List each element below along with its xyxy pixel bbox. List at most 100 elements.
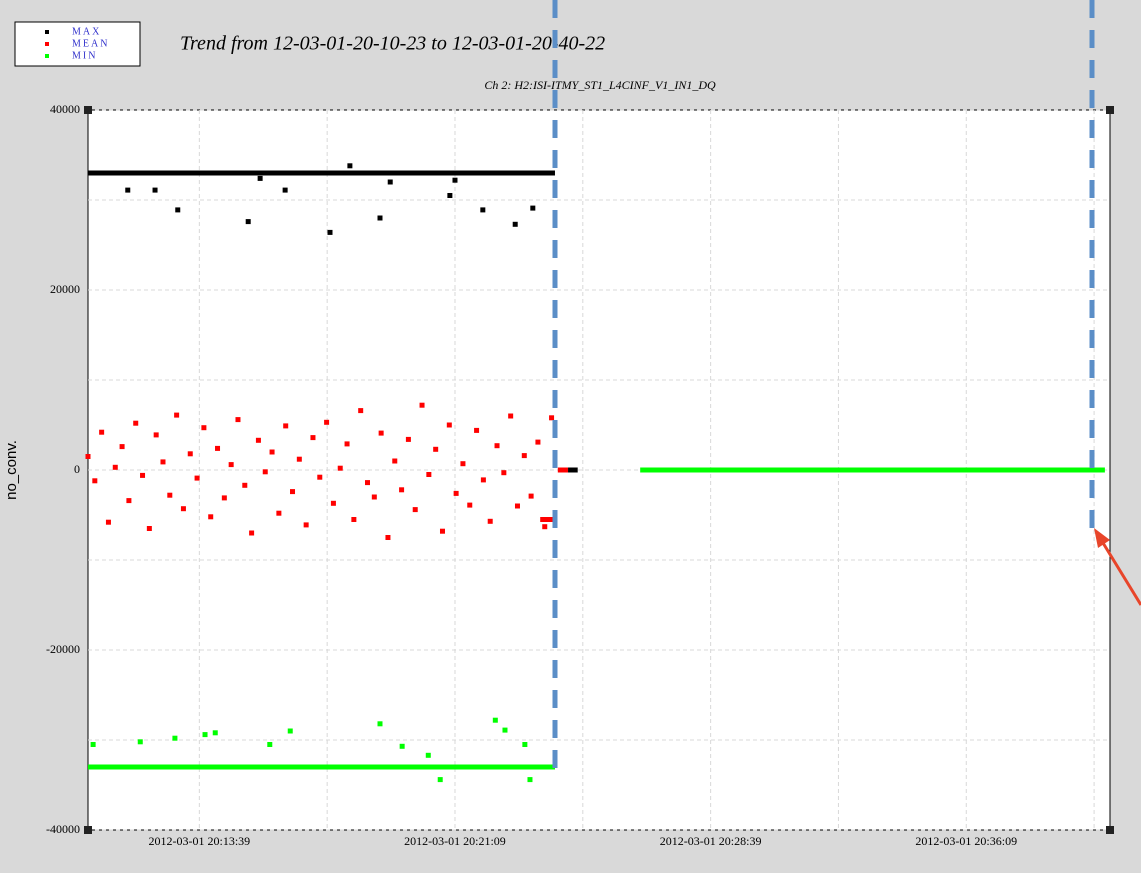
data-point: [99, 429, 105, 435]
chart-title: Trend from 12-03-01-20-10-23 to 12-03-01…: [180, 33, 605, 55]
data-point: [327, 229, 333, 235]
data-point: [153, 432, 159, 438]
data-point: [460, 461, 466, 467]
data-point: [290, 489, 296, 495]
data-point: [377, 215, 383, 221]
data-point: [310, 435, 316, 441]
y-tick-label: 0: [74, 462, 80, 476]
legend-box: [14, 21, 141, 67]
data-point: [172, 735, 178, 741]
data-point: [262, 469, 268, 475]
data-point: [337, 465, 343, 471]
y-tick-label: -40000: [46, 822, 80, 836]
data-point: [180, 506, 186, 512]
legend-swatch: [45, 54, 49, 58]
data-point: [467, 502, 473, 508]
data-point: [344, 441, 350, 447]
data-point: [221, 495, 227, 501]
data-point: [358, 408, 364, 414]
data-point: [502, 727, 508, 733]
data-point: [530, 205, 536, 211]
data-point: [282, 187, 288, 193]
data-point: [433, 446, 439, 452]
data-point: [174, 412, 180, 418]
x-tick-label: 2012-03-01 20:36:09: [915, 834, 1017, 848]
data-point: [446, 422, 452, 428]
data-point: [528, 493, 534, 499]
data-point: [245, 219, 251, 225]
data-point: [201, 425, 207, 431]
data-point: [387, 179, 393, 185]
legend-swatch: [45, 30, 49, 34]
data-point: [521, 453, 527, 459]
data-point: [494, 443, 500, 449]
data-point: [257, 175, 263, 181]
data-point: [542, 524, 548, 530]
data-point: [549, 415, 555, 421]
legend-label: MEAN: [72, 38, 109, 49]
data-point: [405, 436, 411, 442]
marks: [85, 163, 1105, 783]
data-point: [249, 530, 255, 536]
data-point: [371, 494, 377, 500]
corner-handle: [1106, 826, 1114, 834]
data-point: [378, 430, 384, 436]
data-point: [480, 207, 486, 213]
data-point: [439, 528, 445, 534]
data-point: [133, 420, 139, 426]
data-point: [392, 458, 398, 464]
data-point: [167, 492, 173, 498]
data-point: [385, 535, 391, 540]
data-point: [126, 498, 132, 504]
data-point: [535, 439, 541, 445]
data-point: [105, 519, 111, 525]
data-point: [187, 451, 193, 457]
x-tick-label: 2012-03-01 20:13:39: [149, 834, 251, 848]
data-point: [119, 444, 125, 450]
data-point: [215, 445, 221, 451]
data-point: [399, 743, 405, 749]
y-tick-label: 20000: [50, 282, 80, 296]
data-point: [474, 427, 480, 433]
data-point: [492, 717, 498, 723]
y-axis-label: no_conv.: [3, 440, 20, 500]
data-point: [365, 480, 371, 486]
data-point: [330, 500, 336, 506]
data-point: [194, 475, 200, 481]
legend-label: MIN: [72, 50, 97, 61]
legend-swatch: [45, 42, 49, 46]
data-point: [514, 503, 520, 509]
data-point: [437, 777, 443, 783]
data-point: [228, 462, 234, 468]
data-point: [208, 514, 214, 520]
data-point: [140, 472, 146, 478]
data-point: [317, 474, 323, 480]
data-point: [447, 193, 453, 198]
y-tick-label: -20000: [46, 642, 80, 656]
data-point: [255, 437, 261, 443]
annotation-arrow: [1098, 537, 1141, 606]
data-point: [235, 417, 241, 423]
data-point: [283, 423, 289, 429]
y-tick-label: 40000: [50, 102, 80, 116]
data-point: [269, 449, 275, 455]
data-point: [85, 454, 91, 459]
data-point: [351, 517, 357, 522]
data-point: [92, 478, 98, 484]
data-point: [242, 482, 248, 488]
legend-label: MAX: [72, 26, 101, 37]
data-point: [296, 456, 302, 462]
data-point: [175, 207, 181, 213]
data-point: [90, 742, 96, 747]
data-point: [480, 477, 486, 483]
corner-handle: [1106, 106, 1114, 114]
data-point: [287, 728, 293, 734]
data-point: [453, 490, 459, 496]
data-point: [112, 464, 118, 470]
data-point: [512, 221, 518, 227]
data-point: [347, 163, 353, 169]
data-point: [137, 739, 143, 745]
data-point: [324, 419, 330, 425]
data-point: [160, 459, 166, 465]
